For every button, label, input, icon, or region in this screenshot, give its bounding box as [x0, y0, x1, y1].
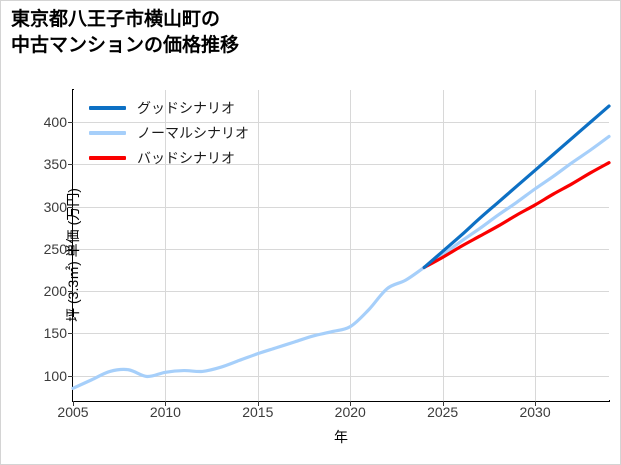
y-tick-label: 300	[43, 198, 67, 215]
y-tick-mark	[68, 375, 73, 377]
gridline-vertical	[257, 90, 259, 401]
gridline-horizontal	[73, 164, 609, 166]
y-axis-label: 坪 (3.3㎡) 単価 (万円)	[65, 188, 81, 322]
x-axis-spine	[72, 400, 610, 402]
x-tick-label: 2020	[334, 404, 366, 420]
x-tick-mark	[535, 401, 537, 406]
gridline-vertical	[165, 90, 167, 401]
y-tick-mark	[68, 122, 73, 124]
y-tick-label: 400	[43, 114, 67, 131]
page-title: 東京都八王子市横山町の 中古マンションの価格推移	[11, 9, 240, 56]
legend-label: グッドシナリオ	[137, 99, 235, 116]
y-tick-label: 250	[43, 240, 67, 257]
x-axis-label: 年	[334, 429, 348, 445]
y-tick-mark	[68, 291, 73, 293]
y-tick-label: 150	[43, 325, 67, 342]
y-tick-mark	[68, 206, 73, 208]
x-tick-mark	[73, 401, 74, 406]
x-tick-mark	[165, 401, 167, 406]
series-line	[422, 104, 611, 270]
x-tick-mark	[350, 401, 352, 406]
y-tick-mark	[68, 333, 73, 335]
gridline-vertical	[535, 90, 537, 401]
gridline-vertical	[350, 90, 352, 401]
x-tick-label: 2015	[242, 404, 274, 420]
x-tick-mark	[257, 401, 259, 406]
gridline-horizontal	[73, 375, 609, 377]
gridline-horizontal	[73, 122, 609, 124]
x-tick-label: 2005	[57, 404, 89, 420]
legend-item-normal-scenario[interactable]: ノーマルシナリオ	[89, 120, 249, 145]
legend-swatch-icon	[89, 155, 126, 160]
legend-label: ノーマルシナリオ	[137, 124, 249, 141]
legend-swatch-icon	[89, 130, 126, 135]
plot-area: 100 150 200 250 300 350 400 2005 2010 2015 2020 20…	[44, 90, 611, 445]
legend-swatch-icon	[89, 105, 126, 110]
series-line	[422, 161, 611, 270]
x-tick-label: 2010	[149, 404, 181, 420]
legend: グッドシナリオ ノーマルシナリオ バッドシナリオ	[89, 95, 249, 170]
y-tick-mark	[68, 248, 73, 250]
gridline-horizontal	[73, 206, 609, 208]
y-tick-label: 200	[43, 283, 67, 300]
legend-item-good-scenario[interactable]: グッドシナリオ	[89, 95, 249, 120]
y-tick-mark	[68, 164, 73, 166]
legend-item-bad-scenario[interactable]: バッドシナリオ	[89, 145, 249, 170]
gridline-horizontal	[73, 248, 609, 250]
gridline-vertical	[442, 90, 444, 401]
gridline-horizontal	[73, 291, 609, 293]
x-tick-label: 2030	[519, 404, 551, 420]
series-line	[71, 134, 611, 390]
series-lines	[71, 104, 611, 390]
x-tick-mark	[442, 401, 444, 406]
x-tick-label: 2025	[427, 404, 459, 420]
y-tick-label: 350	[43, 156, 67, 173]
y-tick-label: 100	[43, 367, 67, 384]
legend-label: バッドシナリオ	[137, 149, 235, 166]
gridline-horizontal	[73, 333, 609, 335]
